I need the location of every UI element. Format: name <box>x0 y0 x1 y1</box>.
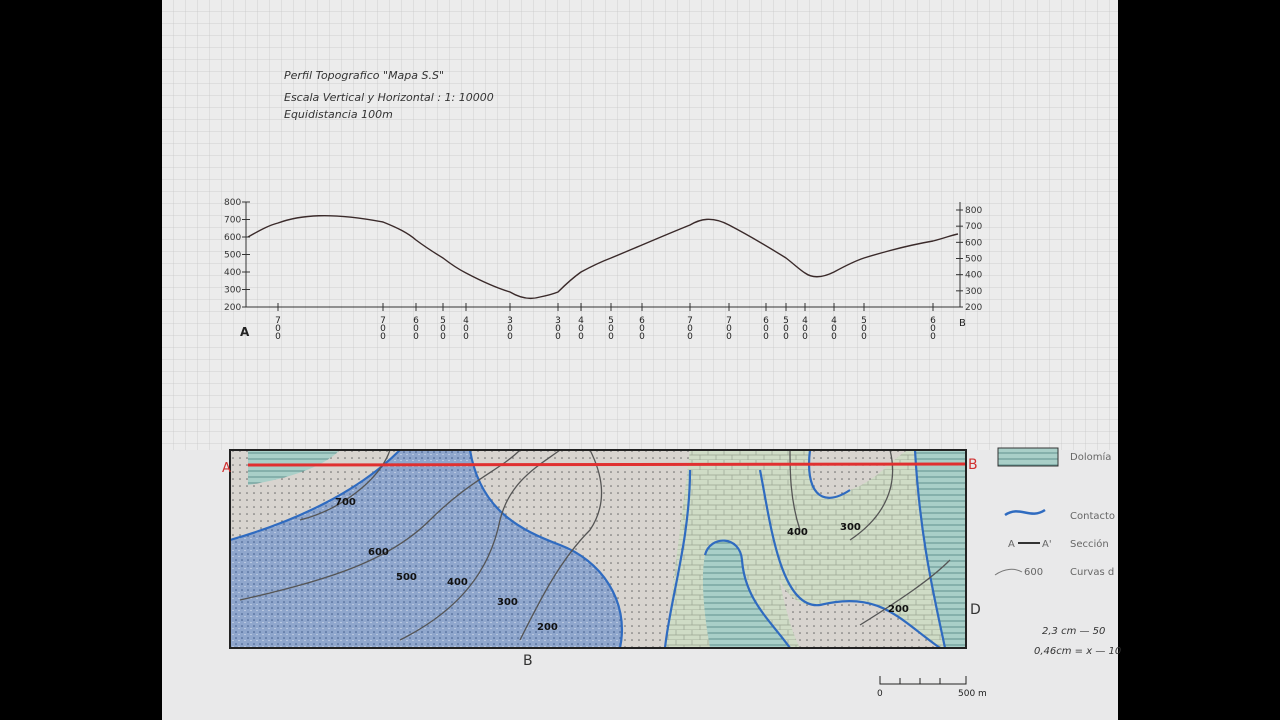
y-label-left: 200 <box>224 303 241 313</box>
x-label: 400 <box>800 316 810 340</box>
contour-label: 400 <box>787 527 808 538</box>
contour-label: 200 <box>537 622 558 633</box>
profile-line <box>247 214 959 300</box>
y-label-left: 600 <box>224 233 241 243</box>
note: 2,3 cm — 50 <box>1042 626 1105 637</box>
y-label-right: 300 <box>965 287 982 297</box>
y-label-left: 400 <box>224 268 241 278</box>
legend-sample: A <box>1008 539 1015 550</box>
end-label: B <box>959 318 966 329</box>
legend-sample: A' <box>1042 539 1052 550</box>
equidistance-note: Equidistancia 100m <box>284 108 393 121</box>
section-line <box>247 462 967 467</box>
x-label: 700 <box>378 316 388 340</box>
scale-bar: 0 500 m <box>877 676 987 699</box>
x-label: 600 <box>411 316 421 340</box>
legend-item: Contacto <box>1070 511 1115 522</box>
x-label: 300 <box>553 316 563 340</box>
geologic-map: 700 600 500 400 300 200 400 300 200 <box>229 449 967 649</box>
x-label: 500 <box>438 316 448 340</box>
y-label-right: 800 <box>965 206 982 216</box>
x-label: 600 <box>637 316 647 340</box>
x-label: 700 <box>273 316 283 340</box>
graph-paper <box>162 0 1118 450</box>
contour-label: 400 <box>447 577 468 588</box>
point-a: A <box>222 461 231 476</box>
scale-label: 0 <box>877 689 883 699</box>
profile: 800 700 600 500 400 300 200 800 700 600 500 400 300 2… <box>224 198 982 340</box>
scale-label: 500 m <box>958 689 987 699</box>
contour-label: 300 <box>497 597 518 608</box>
x-label: 500 <box>606 316 616 340</box>
start-label: A <box>240 325 250 339</box>
title: Perfil Topografico "Mapa S.S" <box>284 69 444 82</box>
contour-label: 300 <box>840 522 861 533</box>
scale-note: Escala Vertical y Horizontal : 1: 10000 <box>284 91 494 104</box>
x-label: 400 <box>576 316 586 340</box>
legend: Dolomía Contacto A A' Sección 600 Curvas… <box>994 447 1115 578</box>
legend-item: Dolomía <box>1070 451 1111 463</box>
x-label: 600 <box>761 316 771 340</box>
x-label: 500 <box>859 316 869 340</box>
x-label: 500 <box>781 316 791 340</box>
y-label-left: 700 <box>224 216 241 226</box>
point-b-bottom: B <box>523 653 533 669</box>
point-b: B <box>968 457 978 473</box>
x-label: 300 <box>505 316 515 340</box>
legend-sample: 600 <box>1024 567 1043 578</box>
x-label: 700 <box>724 316 734 340</box>
contour-label: 200 <box>888 604 909 615</box>
y-label-right: 700 <box>965 222 982 232</box>
y-label-left: 800 <box>224 198 241 208</box>
y-label-right: 500 <box>965 255 982 265</box>
legend-item: Sección <box>1070 538 1109 550</box>
y-label-left: 300 <box>224 286 241 296</box>
contour-label: 600 <box>368 547 389 558</box>
y-label-right: 400 <box>965 271 982 281</box>
x-label: 600 <box>928 316 938 340</box>
y-label-right: 200 <box>965 303 982 313</box>
x-label: 700 <box>685 316 695 340</box>
point-d: D <box>970 602 981 618</box>
y-label-left: 500 <box>224 251 241 261</box>
x-label: 400 <box>461 316 471 340</box>
x-label: 400 <box>829 316 839 340</box>
y-label-right: 600 <box>965 238 982 248</box>
note: 0,46cm = x — 10 <box>1034 646 1121 657</box>
contour-label: 500 <box>396 572 417 583</box>
contour-label: 700 <box>335 497 356 508</box>
legend-item: Curvas d <box>1070 567 1114 578</box>
